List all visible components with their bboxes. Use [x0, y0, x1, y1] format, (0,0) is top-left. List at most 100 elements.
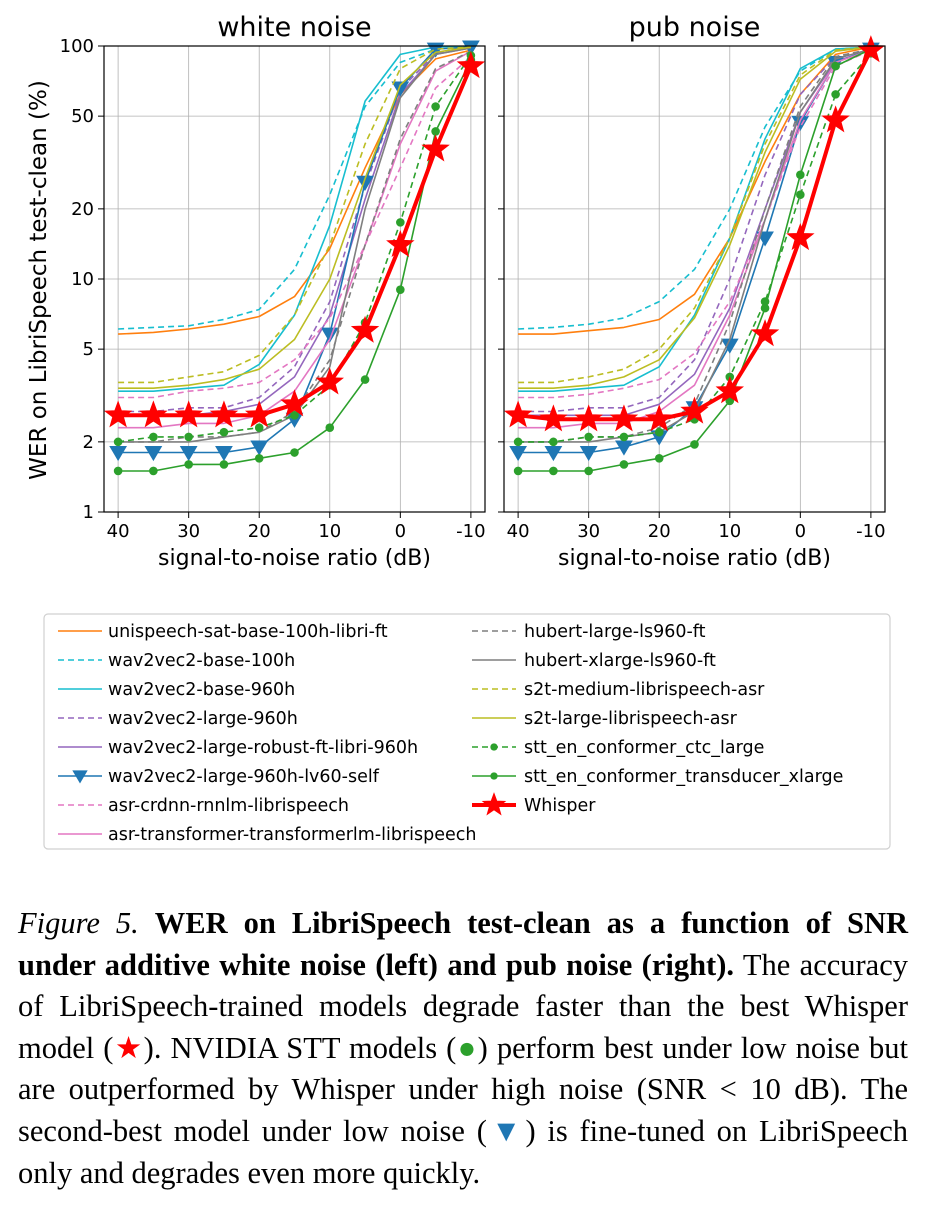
- data-point-stt-en-conformer-transducer-xlarge: [654, 454, 664, 463]
- star-icon: ★: [113, 1030, 144, 1065]
- data-point-whisper: [280, 389, 309, 417]
- data-point-stt-en-conformer-transducer-xlarge: [184, 460, 193, 469]
- x-axis-label: signal-to-noise ratio (dB): [158, 546, 431, 571]
- y-axis-label-group: WER on LibriSpeech test-clean (%): [26, 80, 52, 480]
- legend-item-wav2vec2-large-960h: wav2vec2-large-960h: [58, 709, 298, 729]
- data-point-stt-en-conformer-transducer-xlarge: [796, 170, 805, 180]
- data-point-stt-en-conformer-transducer-xlarge: [760, 303, 770, 313]
- series-line-whisper: [517, 49, 873, 422]
- data-point-whisper: [786, 223, 815, 251]
- data-point-wav2vec2-large-960h-lv60-self: [215, 446, 233, 462]
- data-point-whisper: [209, 400, 239, 428]
- data-point-whisper: [574, 404, 603, 432]
- data-point-wav2vec2-large-960h-lv60-self: [356, 175, 374, 191]
- x-tick-label: 10: [718, 521, 741, 542]
- x-tick-label: 0: [795, 521, 806, 542]
- data-point-whisper: [821, 105, 850, 133]
- legend-item-asr-transformer-transformerlm-librispeech: asr-transformer-transformerlm-librispeec…: [58, 825, 477, 845]
- series-line-asr-transformer-transformerlm-librispeech: [518, 49, 872, 429]
- data-point-whisper: [103, 400, 133, 428]
- x-tick-label: 40: [107, 521, 130, 542]
- legend-item-unispeech-sat-base-100h-libri-ft: unispeech-sat-base-100h-libri-ft: [58, 622, 388, 642]
- series-line-asr-crdnn-rnnlm-librispeech: [518, 49, 872, 399]
- data-point-whisper: [456, 51, 486, 79]
- data-point-stt-en-conformer-transducer-xlarge: [431, 127, 440, 136]
- data-point-stt-en-conformer-ctc-large: [654, 427, 664, 437]
- x-tick-label: 40: [507, 521, 530, 542]
- dot-icon: ●: [456, 1030, 478, 1065]
- series-asr-transformer-transformerlm-librispeech: [118, 50, 472, 429]
- data-point-whisper: [244, 400, 274, 428]
- series-stt-en-conformer-ctc-large: [113, 51, 476, 447]
- y-tick-label: 100: [60, 36, 94, 57]
- data-point-stt-en-conformer-ctc-large: [219, 427, 229, 437]
- series-line-wav2vec2-base-960h: [118, 45, 471, 393]
- series-line-whisper: [118, 65, 473, 418]
- data-point-whisper: [503, 400, 533, 428]
- legend-label: stt_en_conformer_transducer_xlarge: [524, 767, 843, 787]
- legend-label: stt_en_conformer_ctc_large: [524, 738, 764, 758]
- data-point-whisper: [750, 319, 780, 347]
- data-point-whisper: [539, 404, 568, 432]
- data-point-stt-en-conformer-ctc-large: [584, 432, 593, 442]
- data-point-whisper: [609, 404, 639, 432]
- legend-marker: [481, 792, 507, 816]
- series-stt-en-conformer-transducer-xlarge: [513, 44, 876, 476]
- legend-item-hubert-xlarge-ls960-ft: hubert-xlarge-ls960-ft: [472, 651, 716, 671]
- data-point-whisper: [715, 376, 745, 404]
- legend-label: s2t-medium-librispeech-asr: [524, 680, 765, 700]
- data-point-stt-en-conformer-transducer-xlarge: [360, 375, 370, 384]
- data-point-wav2vec2-large-960h-lv60-self: [109, 446, 127, 462]
- data-point-stt-en-conformer-transducer-xlarge: [584, 466, 593, 476]
- series-line-wav2vec2-large-960h: [518, 48, 872, 413]
- series-wav2vec2-base-960h: [118, 45, 471, 393]
- x-tick-label: 30: [177, 521, 200, 542]
- series-line-wav2vec2-large-960h-lv60-self: [518, 48, 872, 454]
- data-point-stt-en-conformer-ctc-large: [149, 432, 158, 442]
- series-whisper: [103, 51, 486, 428]
- legend-item-wav2vec2-base-100h: wav2vec2-base-100h: [58, 651, 295, 671]
- series-group: [103, 40, 486, 476]
- series-wav2vec2-base-100h: [118, 46, 471, 330]
- data-point-whisper: [315, 367, 345, 395]
- x-tick-label: 20: [648, 521, 671, 542]
- data-point-stt-en-conformer-transducer-xlarge: [325, 423, 335, 433]
- series-asr-crdnn-rnnlm-librispeech: [118, 56, 472, 399]
- series-stt-en-conformer-transducer-xlarge: [113, 55, 476, 476]
- legend-label: wav2vec2-base-100h: [108, 651, 295, 671]
- chart-title: white noise: [217, 12, 371, 43]
- series-wav2vec2-large-960h: [118, 46, 472, 413]
- data-point-stt-en-conformer-ctc-large: [254, 423, 264, 433]
- y-tick-label: 2: [83, 432, 94, 453]
- legend-label: wav2vec2-large-960h: [108, 709, 298, 729]
- legend: unispeech-sat-base-100h-libri-ft wav2vec2…: [43, 613, 891, 850]
- series-wav2vec2-base-960h: [518, 46, 871, 393]
- series-line-asr-crdnn-rnnlm-librispeech: [118, 56, 472, 399]
- data-point-wav2vec2-large-960h-lv60-self: [144, 446, 163, 462]
- y-tick-label: 10: [71, 269, 94, 290]
- x-tick-label: -10: [856, 521, 885, 542]
- x-tick-label: 20: [248, 521, 271, 542]
- caption-text-4: ) is fine-tuned on LibriSpeech only and …: [18, 1113, 908, 1190]
- data-point-stt-en-conformer-ctc-large: [619, 432, 629, 442]
- legend-frame: [43, 613, 891, 850]
- x-ticks: 40 30 20 10 0 -10: [507, 512, 886, 542]
- legend-item-stt-en-conformer-ctc-large: stt_en_conformer_ctc_large: [472, 738, 764, 758]
- data-point-whisper: [386, 229, 415, 258]
- series-unispeech-sat-base-100h-libri-ft: [518, 46, 872, 335]
- legend-item-whisper: Whisper: [472, 792, 596, 816]
- data-point-stt-en-conformer-transducer-xlarge: [149, 466, 158, 476]
- series-line-wav2vec2-base-100h: [518, 46, 871, 330]
- chart-title: pub noise: [629, 12, 761, 43]
- data-point-stt-en-conformer-ctc-large: [831, 90, 840, 99]
- legend-item-stt-en-conformer-transducer-xlarge: stt_en_conformer_transducer_xlarge: [472, 767, 843, 787]
- x-tick-label: 0: [395, 521, 406, 542]
- data-point-stt-en-conformer-transducer-xlarge: [690, 440, 699, 449]
- x-axis-label: signal-to-noise ratio (dB): [558, 546, 831, 571]
- series-wav2vec2-large-960h: [518, 48, 872, 413]
- legend-item-wav2vec2-base-960h: wav2vec2-base-960h: [58, 680, 295, 700]
- data-point-wav2vec2-large-960h-lv60-self: [509, 446, 527, 462]
- data-point-whisper: [644, 404, 674, 432]
- data-point-whisper: [680, 396, 709, 424]
